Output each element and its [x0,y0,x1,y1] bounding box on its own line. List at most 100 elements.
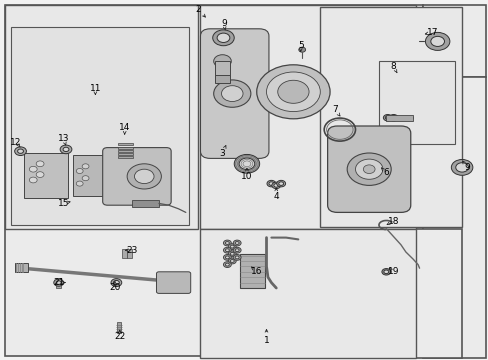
Circle shape [230,260,234,262]
Circle shape [111,279,122,287]
Bar [122,249,127,258]
Text: 19: 19 [387,267,399,276]
Circle shape [36,172,44,177]
Circle shape [212,30,234,46]
Circle shape [82,164,89,169]
Circle shape [266,180,275,187]
Bar [117,322,121,333]
Bar [73,155,112,196]
Bar [11,27,189,225]
Text: 14: 14 [119,123,130,132]
Circle shape [383,114,391,121]
Circle shape [29,166,37,172]
Circle shape [60,145,72,154]
Circle shape [225,256,229,259]
Circle shape [228,251,236,257]
Bar [5,5,198,229]
Bar [118,156,133,158]
Text: 5: 5 [297,40,303,49]
Circle shape [63,147,69,152]
Circle shape [223,255,231,260]
Circle shape [225,249,229,252]
Circle shape [346,153,390,185]
Bar [215,75,229,83]
FancyBboxPatch shape [200,29,268,158]
Text: 10: 10 [241,172,252,181]
Circle shape [239,158,254,170]
Circle shape [388,114,397,121]
Text: 1: 1 [263,336,269,345]
Bar [378,61,454,144]
Bar [118,150,133,152]
Text: 21: 21 [53,278,64,287]
Circle shape [273,184,278,187]
Circle shape [15,147,26,156]
Text: 6: 6 [383,168,388,177]
Text: 13: 13 [58,134,69,143]
Bar [386,115,412,121]
Circle shape [271,182,280,189]
Text: 17: 17 [426,28,438,37]
Circle shape [223,247,231,253]
Circle shape [36,161,44,167]
Circle shape [217,33,229,42]
Bar [422,77,485,358]
Text: 9: 9 [463,163,469,172]
Circle shape [298,47,305,52]
Text: 8: 8 [390,62,396,71]
Circle shape [76,181,83,186]
Circle shape [355,159,382,179]
FancyBboxPatch shape [327,126,410,212]
Circle shape [221,86,243,102]
Circle shape [363,165,374,174]
Bar [215,61,229,76]
Bar [15,263,28,272]
Text: 18: 18 [387,217,399,226]
Text: 22: 22 [114,332,125,341]
Bar [118,143,133,145]
Circle shape [425,32,449,50]
Text: 7: 7 [331,105,337,114]
Circle shape [455,163,468,172]
Circle shape [233,240,241,246]
Circle shape [223,240,231,246]
Circle shape [235,242,239,244]
Bar [127,249,132,258]
Circle shape [76,168,83,174]
Circle shape [268,182,273,185]
Text: 20: 20 [109,284,121,292]
Circle shape [82,176,89,181]
Circle shape [430,36,444,46]
Circle shape [213,55,231,68]
Circle shape [213,80,250,107]
Bar [320,229,461,358]
Bar [200,229,415,358]
Circle shape [225,263,229,266]
Circle shape [381,269,390,275]
Circle shape [233,247,241,253]
Circle shape [235,256,239,259]
Text: 12: 12 [10,138,22,147]
Circle shape [234,154,259,173]
Text: 15: 15 [58,199,69,208]
Circle shape [390,116,395,120]
Circle shape [29,177,37,183]
Circle shape [266,72,320,112]
Circle shape [18,149,23,153]
Text: 4: 4 [273,192,279,201]
Circle shape [276,180,285,187]
Circle shape [278,182,283,185]
Bar [422,5,485,77]
Text: 3: 3 [219,149,225,158]
Circle shape [233,255,241,260]
FancyBboxPatch shape [156,272,190,293]
Bar [118,147,133,149]
Circle shape [228,258,236,264]
Text: 16: 16 [250,267,262,276]
Circle shape [225,242,229,244]
Circle shape [230,252,234,255]
Circle shape [228,244,236,249]
Circle shape [256,65,329,119]
Bar [118,153,133,155]
Circle shape [54,279,63,286]
